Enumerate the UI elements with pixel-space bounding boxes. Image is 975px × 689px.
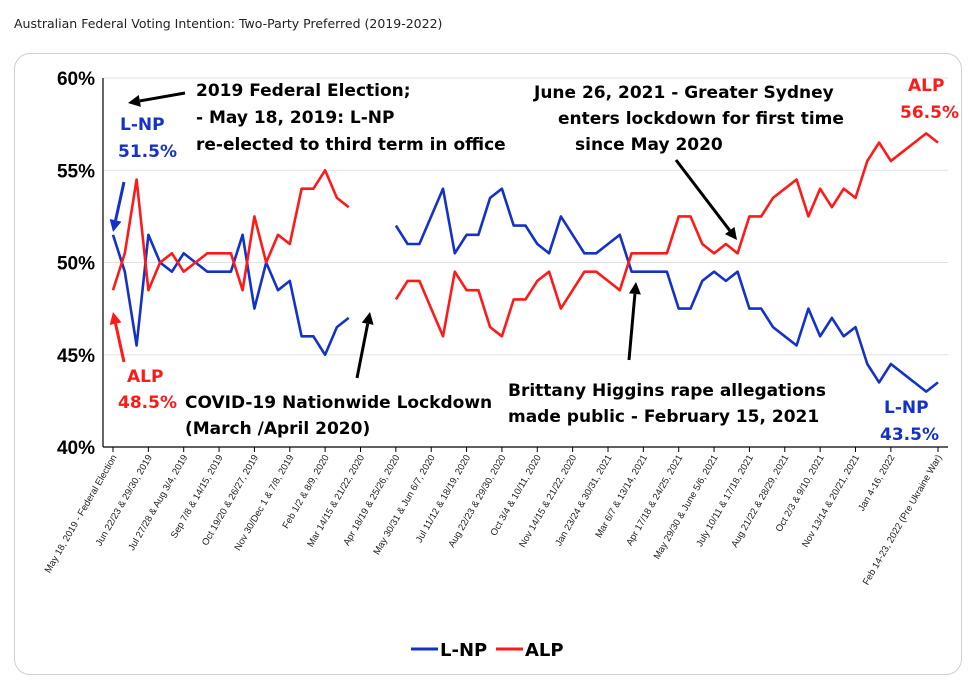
label-alp-start: ALP 48.5% [118,367,177,413]
annotation-line: made public - February 15, 2021 [508,407,819,427]
annotation-federal-election: 2019 Federal Election; - May 18, 2019: L… [196,81,506,155]
legend: L-NP ALP [411,640,564,661]
arrow-shaft [355,323,370,379]
annotation-line: COVID-19 Nationwide Lockdown [185,393,492,413]
x-tick-label: May 30/31 & Jun 6/7, 2020 [372,453,438,557]
legend-label-alp: ALP [525,640,564,661]
annotation-line: - May 18, 2019: L-NP [196,108,394,128]
arrow-shaft [674,159,731,232]
arrow-federal-election [128,91,186,107]
arrow-lnp-start [109,181,126,232]
series-lnp [111,187,939,393]
arrow-covid-lockdown [355,312,374,379]
x-tick-label: Jan 4-16, 2022 [856,453,897,513]
arrow-head [109,312,122,326]
label-name: L-NP [120,115,165,135]
legend-label-lnp: L-NP [440,640,487,661]
arrow-shaft [114,181,126,221]
series-lines [111,132,939,393]
annotation-line: June 26, 2021 - Greater Sydney [533,83,834,103]
series-alp [111,132,939,338]
label-value: 48.5% [118,393,177,413]
y-tick-label: 55% [57,161,95,182]
annotation-covid-lockdown: COVID-19 Nationwide Lockdown (March /Apr… [185,393,492,439]
arrow-sydney-lockdown [674,159,737,240]
arrow-alp-start [109,312,126,363]
annotation-line: 2019 Federal Election; [196,81,411,101]
label-value: 43.5% [880,425,939,445]
arrow-head [724,226,737,240]
arrow-shaft [139,91,186,103]
y-tick-label: 40% [57,438,95,459]
label-value: 51.5% [118,142,177,162]
grid-lines [103,77,948,356]
y-tick-label: 60% [57,69,95,90]
arrow-head [628,282,641,295]
x-tick-label: May 18, 2019 - Federal Election [43,453,120,575]
arrow-head [128,95,141,107]
annotation-line: re-elected to third term in office [196,135,506,155]
arrow-head [361,312,374,325]
x-tick-label: May 29/30 & June 5/6, 2021 [652,453,721,561]
chart-caption: Australian Federal Voting Intention: Two… [14,16,443,31]
annotation-line: (March /April 2020) [185,419,370,439]
series-line-segment [111,169,350,292]
series-line-segment [394,132,939,338]
arrow-shaft [627,293,637,361]
annotation-line: enters lockdown for first time [558,109,844,129]
label-lnp-start: L-NP 51.5% [118,115,177,162]
y-tick-label: 50% [57,254,95,275]
y-tick-label: 45% [57,346,95,367]
label-name: ALP [908,76,944,96]
x-tick-label: Feb 14-23, 2022 (Pre Ukraine War) [861,453,945,587]
series-line-segment [394,187,939,393]
annotation-line: Brittany Higgins rape allegations [508,381,826,401]
annotation-sydney-lockdown: June 26, 2021 - Greater Sydney enters lo… [533,83,844,155]
annotation-line: since May 2020 [575,135,723,155]
y-axis: 40% 45% 50% 55% 60% [57,69,104,459]
annotation-higgins-allegations: Brittany Higgins rape allegations made p… [508,381,826,427]
label-name: L-NP [884,398,929,418]
arrow-higgins [627,282,641,361]
label-value: 56.5% [900,103,959,123]
annotation-arrows [109,91,737,379]
label-lnp-end: L-NP 43.5% [880,398,939,445]
arrow-shaft [114,323,126,363]
label-alp-end: ALP 56.5% [900,76,959,123]
chart-frame [14,53,962,675]
series-line-segment [111,233,350,357]
label-name: ALP [127,367,163,387]
arrow-head [109,218,122,232]
